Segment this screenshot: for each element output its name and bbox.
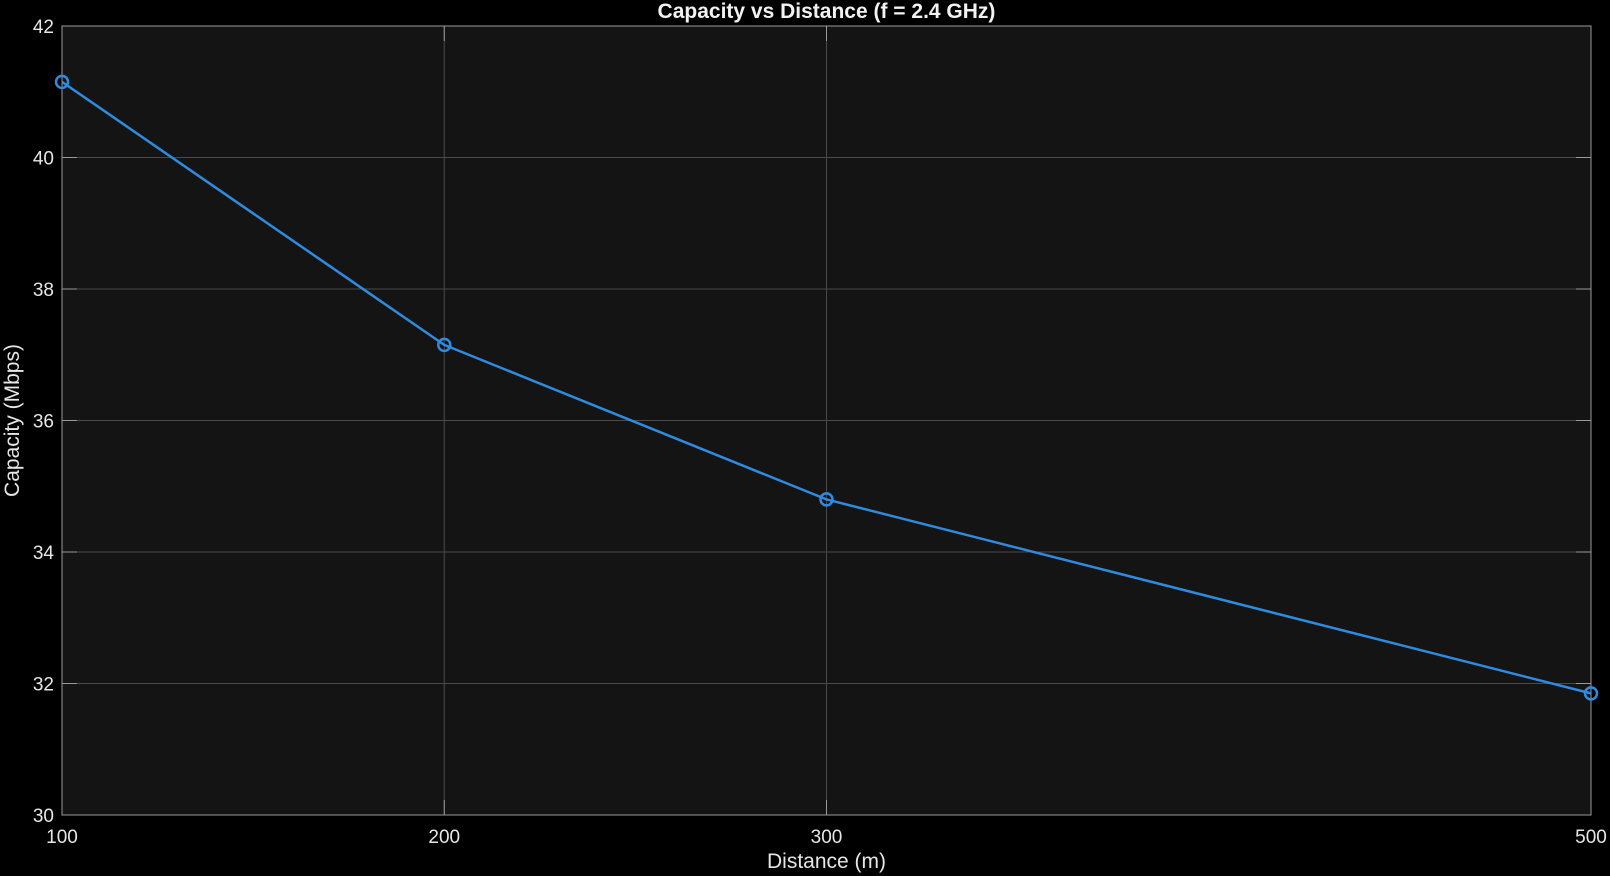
x-tick-label-2: 300 [811,827,843,848]
x-tick-label-3: 500 [1575,827,1607,848]
y-tick-label-4: 38 [33,280,54,301]
x-tick-label-1: 200 [428,827,460,848]
x-axis-label: Distance (m) [767,850,886,873]
data-point-0-0 [54,74,70,90]
y-tick-label-3: 36 [33,412,54,433]
data-point-0-1 [437,337,452,353]
y-tick-label-0: 30 [33,806,54,827]
series-line-0 [61,80,1592,695]
tick-labels: 30 32 34 36 38 40 42 100 200 300 500 [33,17,1607,848]
y-tick-label-1: 32 [33,675,54,696]
x-tick-label-0: 100 [46,827,78,848]
data-point-0-3 [1583,686,1599,701]
y-axis-label: Capacity (Mbps) [1,344,24,497]
data-point-0-2 [819,492,834,507]
data-series [54,74,1599,701]
y-tick-label-2: 34 [33,543,55,564]
y-tick-label-5: 40 [33,149,54,170]
y-tick-label-6: 42 [33,17,54,38]
chart-title: Capacity vs Distance (f = 2.4 GHz) [658,0,996,23]
